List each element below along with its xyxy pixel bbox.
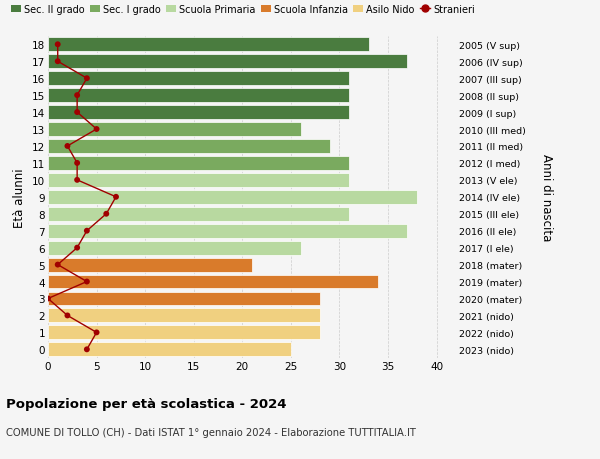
Point <box>92 126 101 134</box>
Point <box>82 75 92 83</box>
Legend: Sec. II grado, Sec. I grado, Scuola Primaria, Scuola Infanzia, Asilo Nido, Stran: Sec. II grado, Sec. I grado, Scuola Prim… <box>11 5 475 15</box>
Bar <box>48 275 378 289</box>
Bar <box>48 241 301 255</box>
Point <box>53 41 62 49</box>
Point <box>43 295 53 302</box>
Point <box>101 211 111 218</box>
Point <box>62 312 72 319</box>
Bar <box>48 292 320 306</box>
Bar <box>48 123 301 137</box>
Bar <box>48 174 349 187</box>
Point <box>53 58 62 66</box>
Bar <box>48 72 349 86</box>
Point <box>73 245 82 252</box>
Point <box>73 160 82 167</box>
Point <box>82 278 92 285</box>
Point <box>73 92 82 100</box>
Bar <box>48 190 417 204</box>
Bar <box>48 89 349 103</box>
Bar <box>48 258 252 272</box>
Y-axis label: Età alunni: Età alunni <box>13 168 26 227</box>
Y-axis label: Anni di nascita: Anni di nascita <box>539 154 553 241</box>
Text: Popolazione per età scolastica - 2024: Popolazione per età scolastica - 2024 <box>6 397 287 410</box>
Bar <box>48 140 330 154</box>
Text: COMUNE DI TOLLO (CH) - Dati ISTAT 1° gennaio 2024 - Elaborazione TUTTITALIA.IT: COMUNE DI TOLLO (CH) - Dati ISTAT 1° gen… <box>6 427 416 437</box>
Point <box>53 261 62 269</box>
Bar <box>48 207 349 221</box>
Bar <box>48 55 407 69</box>
Point <box>62 143 72 150</box>
Point <box>92 329 101 336</box>
Bar <box>48 309 320 323</box>
Bar <box>48 224 407 238</box>
Point <box>73 177 82 184</box>
Bar <box>48 326 320 340</box>
Bar <box>48 157 349 170</box>
Point <box>73 109 82 117</box>
Point <box>111 194 121 201</box>
Bar <box>48 38 368 52</box>
Bar <box>48 106 349 120</box>
Point <box>82 346 92 353</box>
Bar <box>48 342 291 357</box>
Point <box>82 228 92 235</box>
